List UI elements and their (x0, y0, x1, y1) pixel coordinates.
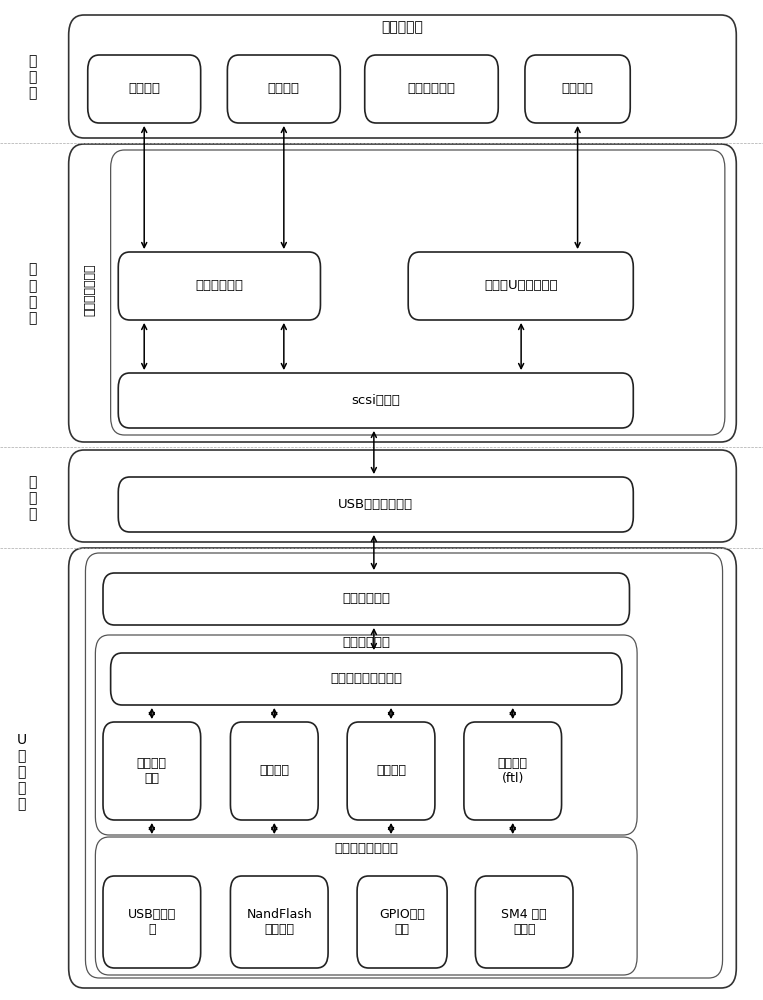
Text: 用户管理: 用户管理 (128, 83, 160, 96)
Text: 安全支撑中间件: 安全支撑中间件 (83, 264, 97, 316)
FancyBboxPatch shape (227, 55, 340, 123)
Text: 图形界面管理: 图形界面管理 (407, 83, 456, 96)
FancyBboxPatch shape (95, 837, 637, 975)
FancyBboxPatch shape (230, 722, 318, 820)
FancyBboxPatch shape (365, 55, 498, 123)
Text: 接口控制模块: 接口控制模块 (343, 592, 390, 605)
FancyBboxPatch shape (69, 450, 736, 542)
Text: 指令解析和封装模块: 指令解析和封装模块 (330, 672, 402, 686)
Text: NandFlash
接口驱动: NandFlash 接口驱动 (246, 908, 312, 936)
Text: 专用客户端: 专用客户端 (382, 20, 423, 34)
Text: 定制的U盘文件系统: 定制的U盘文件系统 (484, 279, 558, 292)
FancyBboxPatch shape (464, 722, 562, 820)
FancyBboxPatch shape (118, 373, 633, 428)
Text: 硬件器件驱动模块: 硬件器件驱动模块 (334, 842, 398, 854)
FancyBboxPatch shape (69, 548, 736, 988)
FancyBboxPatch shape (69, 15, 736, 138)
FancyBboxPatch shape (111, 653, 622, 705)
FancyBboxPatch shape (475, 876, 573, 968)
Text: 客
户
端: 客 户 端 (28, 54, 36, 100)
Text: SM4 加解
密算法: SM4 加解 密算法 (501, 908, 547, 936)
FancyBboxPatch shape (118, 252, 320, 320)
FancyBboxPatch shape (103, 876, 201, 968)
Text: 访问控制模块: 访问控制模块 (195, 279, 243, 292)
Text: 安全控制模块: 安全控制模块 (343, 636, 390, 648)
Text: 用户信息
管理: 用户信息 管理 (137, 757, 167, 785)
FancyBboxPatch shape (347, 722, 435, 820)
FancyBboxPatch shape (85, 553, 723, 978)
FancyBboxPatch shape (69, 144, 736, 442)
FancyBboxPatch shape (88, 55, 201, 123)
Text: 文件操作: 文件操作 (562, 83, 594, 96)
FancyBboxPatch shape (103, 722, 201, 820)
FancyBboxPatch shape (525, 55, 630, 123)
Text: 用户登录: 用户登录 (259, 764, 289, 778)
Text: 分区管理: 分区管理 (376, 764, 406, 778)
FancyBboxPatch shape (408, 252, 633, 320)
Text: 登陆认证: 登陆认证 (268, 83, 300, 96)
Text: 中
间
件
层: 中 间 件 层 (28, 263, 36, 325)
Text: scsi命令层: scsi命令层 (351, 394, 401, 407)
FancyBboxPatch shape (111, 150, 725, 435)
Text: 驱
动
层: 驱 动 层 (28, 475, 36, 521)
FancyBboxPatch shape (103, 573, 629, 625)
Text: USB接口驱
动: USB接口驱 动 (127, 908, 176, 936)
FancyBboxPatch shape (118, 477, 633, 532)
Text: U
盘
固
件
层: U 盘 固 件 层 (16, 733, 27, 811)
Text: USB接口驱动软件: USB接口驱动软件 (338, 498, 414, 511)
FancyBboxPatch shape (95, 635, 637, 835)
Text: 文件操作
(ftl): 文件操作 (ftl) (497, 757, 528, 785)
FancyBboxPatch shape (230, 876, 328, 968)
Text: GPIO接口
驱动: GPIO接口 驱动 (379, 908, 425, 936)
FancyBboxPatch shape (357, 876, 447, 968)
